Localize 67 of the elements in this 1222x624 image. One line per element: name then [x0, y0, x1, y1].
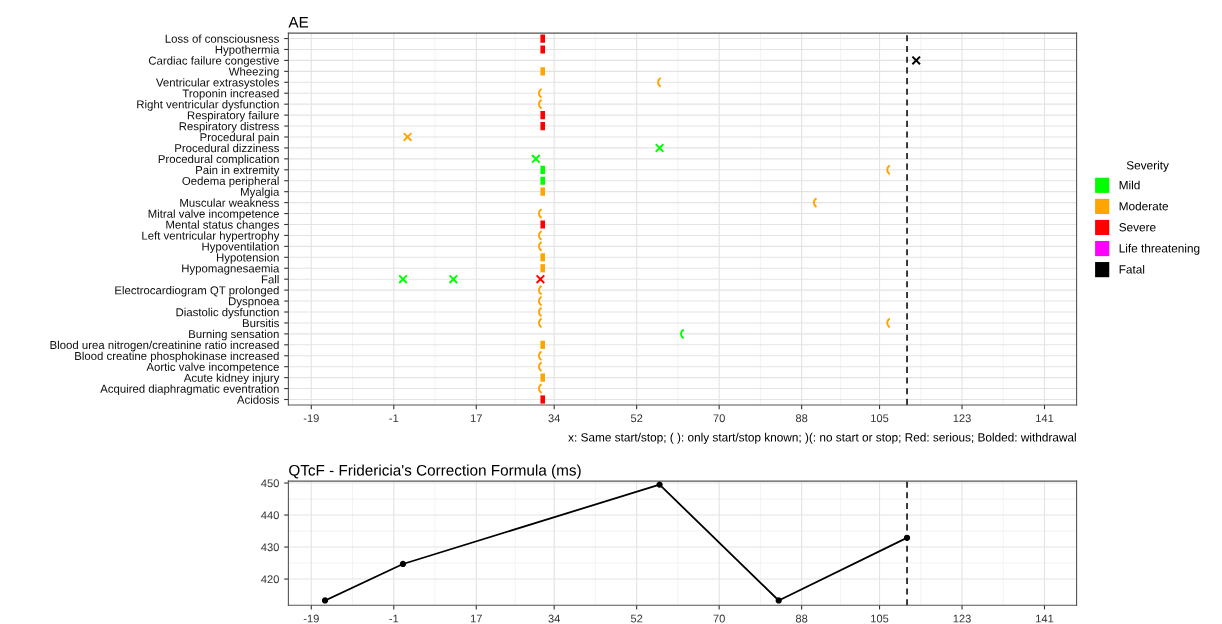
x-tick-label: 141	[1036, 614, 1054, 623]
y-tick-label: Procedural dizziness	[175, 143, 279, 153]
x-tick-label: 52	[630, 614, 643, 623]
text: x: Same start/stop; ( ): only start/stop known; )(: no start or stop; Red: serious; Bolded: withdrawal	[568, 432, 1076, 444]
y-tick-label: Hypomagnesaemia	[182, 264, 280, 275]
y-tick-label: Hypoventilation	[202, 242, 279, 253]
y-tick-label: 440	[261, 511, 279, 520]
y-tick-label: Respiratory failure	[187, 110, 279, 122]
y-tick-label: Mitral valve incompetence	[148, 209, 279, 221]
y-tick-label: Acquired diaphragmatic eventration	[100, 384, 279, 396]
legend-label: Severe	[1119, 223, 1156, 232]
y-tick-label: 450	[261, 479, 279, 488]
x-tick-label: 105	[871, 414, 889, 423]
y-tick-label: Procedural pain	[200, 132, 279, 144]
x-tick-label: -1	[389, 414, 399, 423]
x-tick-label: 34	[548, 614, 561, 623]
y-tick-label: Acute kidney injury	[183, 373, 280, 385]
legend-title: Severity	[1126, 160, 1169, 172]
y-tick-label: Right ventricular dysfunction	[137, 100, 279, 111]
x-tick-label: 88	[795, 414, 808, 423]
y-tick-label: Left ventricular hypertrophy	[142, 231, 280, 242]
legend-label: Life threatening	[1119, 243, 1200, 255]
y-tick-label: Dyspnoea	[229, 297, 280, 308]
y-tick-label: Troponin increased	[182, 89, 279, 100]
y-tick-label: Myalgia	[241, 187, 280, 199]
legend-label: Moderate	[1119, 201, 1169, 211]
x-tick-label: 17	[470, 414, 482, 423]
y-tick-label: Muscular weakness	[180, 198, 279, 207]
y-tick-label: Pain in extremity	[196, 165, 280, 177]
x-tick-label: 52	[630, 414, 643, 423]
x-tick-label: 70	[713, 614, 725, 623]
legend-label: Fatal	[1119, 264, 1145, 274]
y-tick-label: Procedural complication	[158, 154, 279, 166]
x-tick-label: 105	[871, 614, 889, 623]
y-tick-label: Respiratory distress	[179, 121, 279, 133]
chart-title: AE	[288, 17, 309, 28]
x-tick-label: 123	[953, 414, 971, 423]
y-tick-label: Aortic valve incompetence	[146, 362, 279, 374]
chart-title: QTcF - Fridericia's Correction Formula (ms)	[289, 464, 581, 479]
x-tick-label: 123	[953, 614, 971, 623]
x-tick-label: -19	[303, 614, 319, 623]
y-tick-label: Hypothermia	[215, 45, 280, 56]
y-tick-label: Oedema peripheral	[182, 176, 279, 188]
x-tick-label: -19	[303, 414, 319, 423]
y-tick-label: Blood urea nitrogen/creatinine ratio increased	[50, 340, 279, 352]
y-tick-label: Loss of consciousness	[165, 34, 279, 43]
x-tick-label: 34	[548, 414, 561, 423]
x-tick-label: 88	[795, 614, 808, 623]
x-tick-label: 70	[713, 414, 725, 423]
y-tick-label: Acidosis	[236, 395, 279, 404]
y-tick-label: Cardiac failure congestive	[148, 56, 279, 67]
y-tick-label: 430	[261, 543, 279, 552]
x-tick-label: 17	[470, 614, 482, 623]
y-tick-label: Mental status changes	[166, 220, 279, 231]
y-tick-label: Blood creatine phosphokinase increased	[75, 351, 279, 363]
y-tick-label: Diastolic dysfunction	[176, 307, 279, 319]
y-tick-label: Burning sensation	[189, 329, 279, 341]
x-tick-label: 141	[1036, 414, 1054, 423]
legend-label: Mild	[1119, 180, 1140, 190]
y-tick-label: 420	[261, 575, 279, 584]
y-tick-label: Bursitis	[242, 318, 279, 328]
y-tick-label: Fall	[261, 275, 279, 284]
y-tick-label: Wheezing	[228, 67, 279, 78]
x-tick-label: -1	[389, 614, 399, 623]
y-tick-label: Ventricular extrasystoles	[155, 78, 279, 89]
y-tick-label: Hypotension	[216, 253, 279, 264]
y-tick-label: Electrocardiogram QT prolonged	[115, 286, 279, 297]
